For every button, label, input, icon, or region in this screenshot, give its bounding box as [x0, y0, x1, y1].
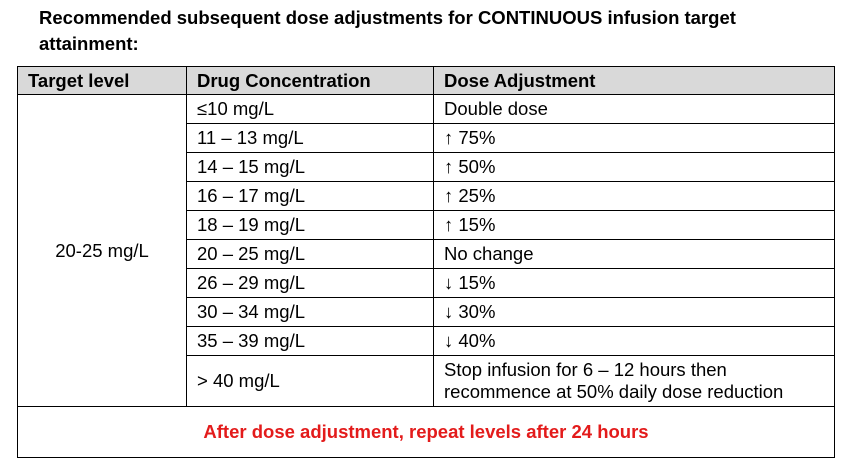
- concentration-cell: 30 – 34 mg/L: [186, 297, 434, 327]
- table-row: 16 – 17 mg/L ↑ 25%: [18, 181, 835, 211]
- concentration-cell: 20 – 25 mg/L: [186, 239, 434, 269]
- table-header-row: Target level Drug Concentration Dose Adj…: [17, 66, 835, 95]
- adjustment-cell: ↑ 75%: [433, 123, 835, 153]
- concentration-cell: 35 – 39 mg/L: [186, 326, 434, 356]
- page-heading: Recommended subsequent dose adjustments …: [39, 7, 736, 54]
- concentration-cell: > 40 mg/L: [186, 355, 434, 407]
- table-row: 11 – 13 mg/L ↑ 75%: [18, 123, 835, 153]
- table-row: 26 – 29 mg/L ↓ 15%: [18, 268, 835, 298]
- table-footer-row: After dose adjustment, repeat levels aft…: [17, 406, 835, 458]
- concentration-cell: 18 – 19 mg/L: [186, 210, 434, 240]
- table-row: 30 – 34 mg/L ↓ 30%: [18, 297, 835, 327]
- table-row: 35 – 39 mg/L ↓ 40%: [18, 326, 835, 356]
- table-row: 20-25 mg/L ≤10 mg/L Double dose: [17, 94, 835, 407]
- table-row: > 40 mg/L Stop infusion for 6 – 12 hours…: [18, 355, 835, 407]
- adjustment-cell: ↑ 25%: [433, 181, 835, 211]
- adjustment-cell: ↑ 50%: [433, 152, 835, 182]
- adjustment-cell: ↓ 30%: [433, 297, 835, 327]
- concentration-cell: 11 – 13 mg/L: [186, 123, 434, 153]
- adjustment-cell: Double dose: [433, 94, 835, 124]
- adjustment-cell: ↓ 40%: [433, 326, 835, 356]
- target-level-cell: 20-25 mg/L: [17, 94, 187, 407]
- footer-note: After dose adjustment, repeat levels aft…: [17, 406, 835, 458]
- dose-adjustment-table: Target level Drug Concentration Dose Adj…: [17, 66, 835, 458]
- table-row: 14 – 15 mg/L ↑ 50%: [18, 152, 835, 182]
- header-dose-adjustment: Dose Adjustment: [433, 66, 835, 95]
- concentration-cell: ≤10 mg/L: [186, 94, 434, 124]
- adjustment-cell: Stop infusion for 6 – 12 hours then reco…: [433, 355, 835, 407]
- adjustment-cell: No change: [433, 239, 835, 269]
- header-target-level: Target level: [17, 66, 187, 95]
- adjustment-cell: ↓ 15%: [433, 268, 835, 298]
- adjustment-cell: ↑ 15%: [433, 210, 835, 240]
- header-drug-concentration: Drug Concentration: [186, 66, 434, 95]
- concentration-cell: 26 – 29 mg/L: [186, 268, 434, 298]
- concentration-cell: 16 – 17 mg/L: [186, 181, 434, 211]
- table-row: 18 – 19 mg/L ↑ 15%: [18, 210, 835, 240]
- concentration-cell: 14 – 15 mg/L: [186, 152, 434, 182]
- table-row: 20 – 25 mg/L No change: [18, 239, 835, 269]
